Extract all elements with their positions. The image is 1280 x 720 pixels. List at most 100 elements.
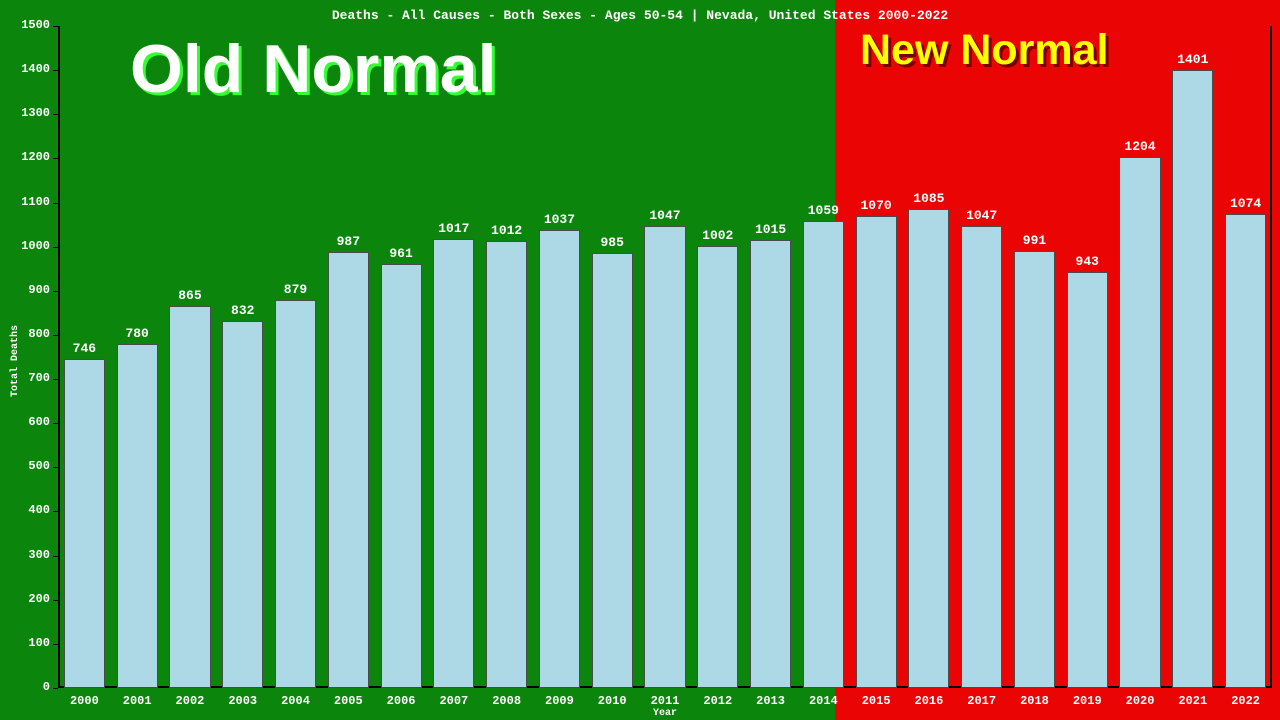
x-tick-label: 2002 — [176, 688, 205, 708]
x-tick-label: 2014 — [809, 688, 838, 708]
bar-value-label: 1070 — [861, 198, 892, 217]
y-tick-mark — [53, 247, 58, 248]
y-tick-label: 600 — [28, 415, 58, 429]
bar-2001: 780 — [117, 344, 158, 688]
right-axis-line — [1270, 26, 1272, 688]
y-tick-mark — [53, 556, 58, 557]
bar-value-label: 1037 — [544, 212, 575, 231]
y-tick-label: 0 — [43, 680, 58, 694]
overlay-new-normal: New Normal — [860, 26, 1109, 75]
bar-2002: 865 — [169, 306, 210, 688]
y-tick-mark — [53, 688, 58, 689]
y-tick-label: 100 — [28, 636, 58, 650]
y-tick-label: 900 — [28, 283, 58, 297]
bar-value-label: 991 — [1023, 233, 1046, 252]
bar-2003: 832 — [222, 321, 263, 688]
bar-2012: 1002 — [697, 246, 738, 688]
y-tick-mark — [53, 114, 58, 115]
x-tick-label: 2004 — [281, 688, 310, 708]
y-tick-mark — [53, 26, 58, 27]
bar-value-label: 865 — [178, 288, 201, 307]
deaths-bar-chart: Deaths - All Causes - Both Sexes - Ages … — [0, 0, 1280, 720]
y-tick-label: 700 — [28, 371, 58, 385]
bar-value-label: 1059 — [808, 203, 839, 222]
bar-value-label: 1074 — [1230, 196, 1261, 215]
bar-value-label: 985 — [601, 235, 624, 254]
y-tick-mark — [53, 70, 58, 71]
bar-value-label: 1204 — [1124, 139, 1155, 158]
bar-2010: 985 — [592, 253, 633, 688]
bar-2013: 1015 — [750, 240, 791, 688]
x-tick-label: 2019 — [1073, 688, 1102, 708]
y-tick-mark — [53, 203, 58, 204]
x-tick-label: 2011 — [651, 688, 680, 708]
x-tick-label: 2001 — [123, 688, 152, 708]
x-tick-label: 2016 — [915, 688, 944, 708]
y-tick-label: 200 — [28, 592, 58, 606]
bar-2011: 1047 — [644, 226, 685, 688]
bar-2008: 1012 — [486, 241, 527, 688]
y-tick-mark — [53, 423, 58, 424]
bar-2020: 1204 — [1119, 157, 1160, 688]
bar-value-label: 1085 — [913, 191, 944, 210]
x-tick-label: 2007 — [439, 688, 468, 708]
y-tick-mark — [53, 467, 58, 468]
bar-2006: 961 — [381, 264, 422, 688]
bar-2019: 943 — [1067, 272, 1108, 688]
chart-title: Deaths - All Causes - Both Sexes - Ages … — [0, 8, 1280, 23]
y-axis-label: Total Deaths — [10, 325, 21, 397]
bar-value-label: 987 — [337, 234, 360, 253]
overlay-old-normal: Old Normal — [130, 30, 497, 108]
y-tick-mark — [53, 379, 58, 380]
x-tick-label: 2020 — [1126, 688, 1155, 708]
y-tick-mark — [53, 291, 58, 292]
y-tick-label: 800 — [28, 327, 58, 341]
y-tick-mark — [53, 158, 58, 159]
x-tick-label: 2017 — [967, 688, 996, 708]
y-tick-mark — [53, 644, 58, 645]
y-tick-label: 1100 — [21, 195, 58, 209]
x-tick-label: 2013 — [756, 688, 785, 708]
bar-2016: 1085 — [908, 209, 949, 688]
bar-value-label: 943 — [1076, 254, 1099, 273]
bar-2000: 746 — [64, 359, 105, 688]
bar-value-label: 746 — [73, 341, 96, 360]
x-tick-label: 2006 — [387, 688, 416, 708]
bar-2021: 1401 — [1172, 70, 1213, 688]
y-tick-mark — [53, 511, 58, 512]
x-tick-label: 2009 — [545, 688, 574, 708]
x-tick-label: 2022 — [1231, 688, 1260, 708]
y-tick-label: 1200 — [21, 150, 58, 164]
x-tick-label: 2000 — [70, 688, 99, 708]
x-tick-label: 2008 — [492, 688, 521, 708]
y-tick-mark — [53, 600, 58, 601]
bar-2015: 1070 — [856, 216, 897, 688]
bar-value-label: 1047 — [966, 208, 997, 227]
bar-value-label: 1012 — [491, 223, 522, 242]
x-tick-label: 2015 — [862, 688, 891, 708]
bar-2005: 987 — [328, 252, 369, 688]
bar-2018: 991 — [1014, 251, 1055, 688]
bar-value-label: 832 — [231, 303, 254, 322]
bar-value-label: 1401 — [1177, 52, 1208, 71]
plot-area: 0100200300400500600700800900100011001200… — [58, 26, 1272, 688]
y-tick-label: 1300 — [21, 106, 58, 120]
y-tick-label: 500 — [28, 459, 58, 473]
bar-2004: 879 — [275, 300, 316, 688]
bar-2022: 1074 — [1225, 214, 1266, 688]
y-tick-label: 300 — [28, 548, 58, 562]
bar-2014: 1059 — [803, 221, 844, 688]
y-tick-label: 1000 — [21, 239, 58, 253]
x-tick-label: 2010 — [598, 688, 627, 708]
y-axis-line — [58, 26, 60, 688]
y-tick-label: 1400 — [21, 62, 58, 76]
y-tick-label: 400 — [28, 503, 58, 517]
bar-2009: 1037 — [539, 230, 580, 688]
bar-value-label: 1002 — [702, 228, 733, 247]
bar-value-label: 780 — [125, 326, 148, 345]
y-tick-label: 1500 — [21, 18, 58, 32]
y-tick-mark — [53, 335, 58, 336]
x-tick-label: 2005 — [334, 688, 363, 708]
bar-value-label: 961 — [389, 246, 412, 265]
bar-value-label: 879 — [284, 282, 307, 301]
